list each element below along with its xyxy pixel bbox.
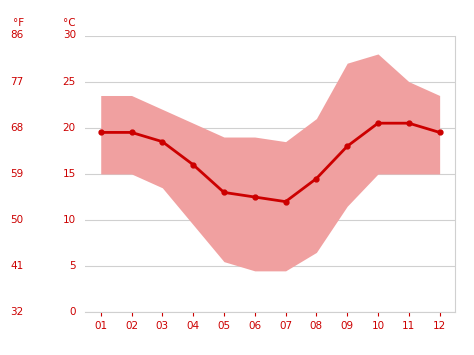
Text: 10: 10 — [63, 215, 76, 225]
Text: 20: 20 — [63, 123, 76, 133]
Text: 59: 59 — [10, 169, 24, 179]
Text: °C: °C — [63, 18, 76, 28]
Text: °F: °F — [13, 18, 24, 28]
Text: 30: 30 — [63, 31, 76, 40]
Text: 77: 77 — [10, 77, 24, 87]
Text: 5: 5 — [69, 261, 76, 271]
Text: 86: 86 — [10, 31, 24, 40]
Text: 50: 50 — [10, 215, 24, 225]
Text: 25: 25 — [63, 77, 76, 87]
Text: 15: 15 — [63, 169, 76, 179]
Text: 68: 68 — [10, 123, 24, 133]
Text: 41: 41 — [10, 261, 24, 271]
Text: 0: 0 — [69, 307, 76, 317]
Text: 32: 32 — [10, 307, 24, 317]
